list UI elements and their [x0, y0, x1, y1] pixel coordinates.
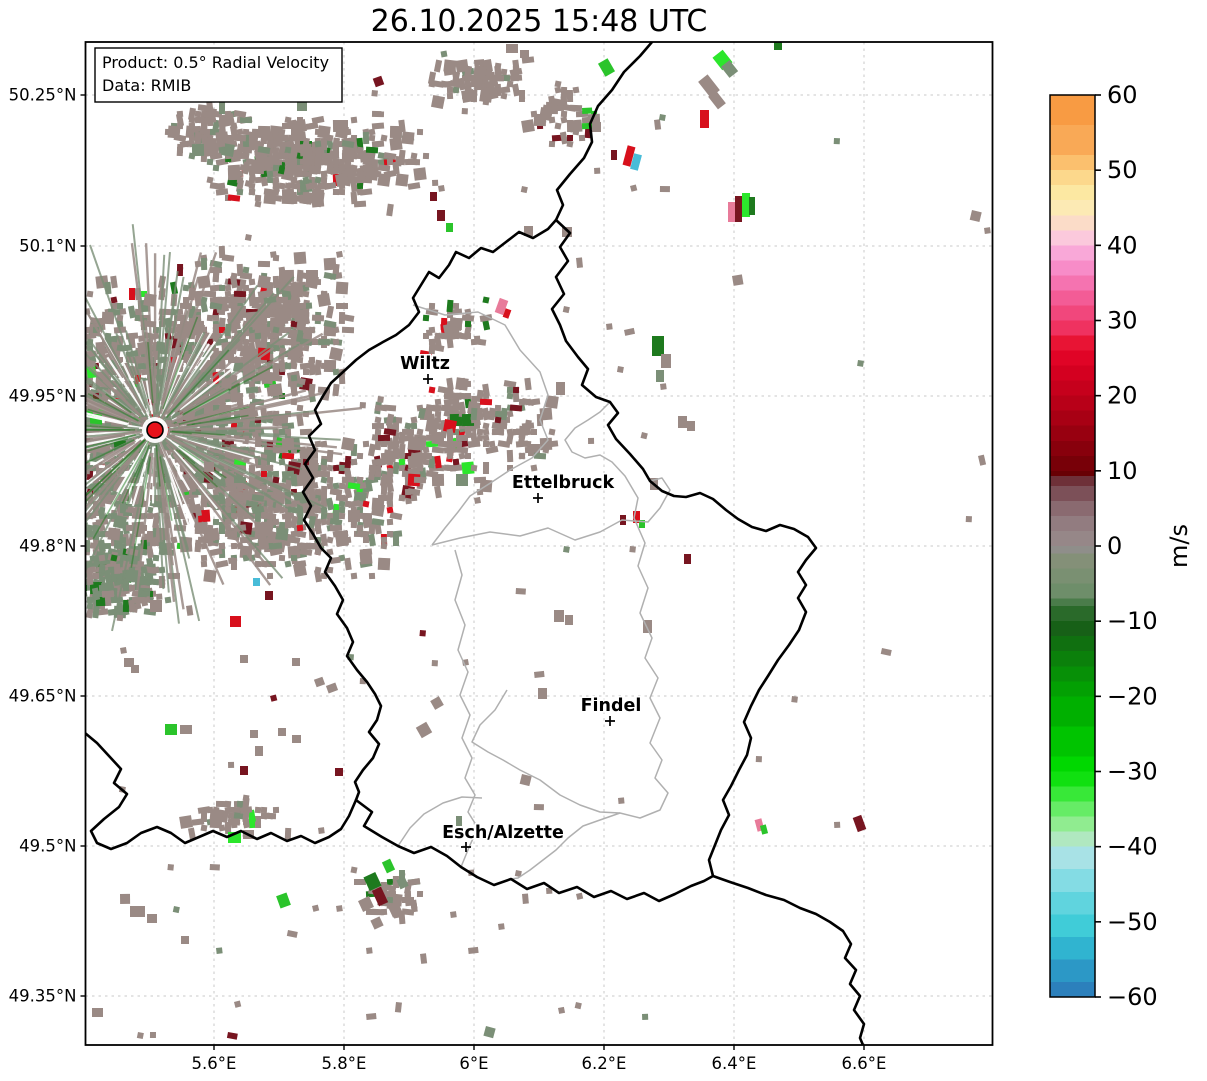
figure-title: 26.10.2025 15:48 UTC: [371, 4, 708, 39]
x-tick-label: 6°E: [459, 1054, 488, 1073]
x-tick-label: 5.6°E: [192, 1054, 237, 1073]
colorbar-tick-label: 0: [1107, 532, 1122, 560]
city-marker: [423, 374, 433, 384]
info-box: Product: 0.5° Radial Velocity Data: RMIB: [94, 47, 343, 103]
city-labels-layer: Wiltz Ettelbruck Findel Esch/Alzette: [399, 353, 643, 852]
echo-cluster: [481, 377, 559, 472]
colorbar-tick-label: −30: [1107, 758, 1158, 786]
radar-site-marker: [142, 417, 168, 443]
country-border: [554, 42, 654, 222]
radial-streaks: [85, 224, 363, 632]
colorbar-tick-label: −50: [1107, 908, 1158, 936]
city-label: Wiltz: [400, 354, 450, 374]
colorbar-tick-label: 10: [1107, 457, 1138, 485]
x-tick-label: 6.2°E: [582, 1054, 627, 1073]
radar-site-dot: [146, 421, 164, 439]
y-tick-label: 49.8°N: [19, 537, 76, 556]
country-border: [711, 874, 866, 1045]
x-tick-label: 6.4°E: [712, 1054, 757, 1073]
colorbar-gradient: [1049, 94, 1096, 998]
x-tick-label: 5.8°E: [322, 1054, 367, 1073]
colorbar-tick-label: −60: [1107, 983, 1158, 1011]
echo-cluster: [197, 110, 430, 217]
echo-speck-field: [88, 59, 991, 1040]
colorbar-unit-label: m/s: [1165, 524, 1193, 568]
city-label: Ettelbruck: [512, 473, 615, 493]
district-border: [510, 401, 669, 880]
colorbar-tick-label: −10: [1107, 607, 1158, 635]
city-label: Esch/Alzette: [442, 823, 564, 843]
colorbar-tick-label: 60: [1107, 81, 1138, 109]
colorbar-tick-label: 50: [1107, 156, 1138, 184]
y-tick-label: 50.1°N: [19, 237, 76, 256]
district-border: [397, 796, 483, 847]
y-tick-label: 49.5°N: [19, 837, 76, 856]
borders-layer: [85, 42, 866, 1045]
axes-layer: 5.6°E 5.8°E 6°E 6.2°E 6.4°E 6.6°E 50.25°N 50.1°…: [9, 86, 887, 1074]
echo-cluster: [179, 794, 292, 841]
colorbar-tick-label: 20: [1107, 382, 1138, 410]
country-border: [301, 218, 558, 802]
y-tick-label: 49.65°N: [9, 687, 77, 706]
echo-cluster: [419, 296, 493, 359]
colorbar-tick-label: −40: [1107, 833, 1158, 861]
colorbar: 60 50 40 30 20 10 0 −10 −20 −30 −40 −50 −60: [1049, 81, 1158, 1011]
city-label: Findel: [581, 696, 642, 716]
district-border: [431, 477, 671, 546]
district-border: [454, 549, 479, 868]
echo-cluster: [164, 101, 271, 160]
echo-cluster: [427, 50, 535, 110]
district-border: [412, 304, 549, 546]
radar-echo-layer: [85, 42, 991, 1040]
plot-frame: [84, 41, 994, 1046]
info-source: Data: RMIB: [102, 76, 191, 95]
echo-cluster: [521, 80, 601, 148]
city-marker: [605, 716, 615, 726]
country-border: [550, 218, 818, 878]
x-tick-label: 6.6°E: [842, 1054, 887, 1073]
colorbar-tick-label: −20: [1107, 682, 1158, 710]
city-marker: [533, 493, 543, 503]
district-border: [471, 689, 621, 814]
echo-cluster: [350, 866, 424, 925]
echo-cluster: [341, 391, 499, 508]
y-tick-label: 50.25°N: [9, 86, 77, 105]
country-border: [85, 731, 715, 903]
colorbar-tick-label: 30: [1107, 307, 1138, 335]
y-tick-label: 49.95°N: [9, 387, 77, 406]
colorbar-tick-label: 40: [1107, 231, 1138, 259]
info-product: Product: 0.5° Radial Velocity: [102, 53, 329, 72]
city-marker: [461, 842, 471, 852]
y-tick-label: 49.35°N: [9, 987, 77, 1006]
